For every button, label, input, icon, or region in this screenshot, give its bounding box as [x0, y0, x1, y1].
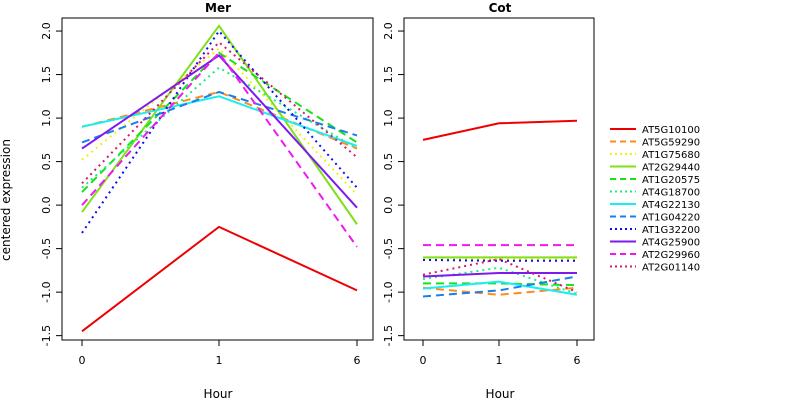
y-tick-label: 1.0	[40, 109, 53, 127]
x-tick-label: 1	[216, 354, 223, 367]
series-line-at5g10100	[422, 119, 578, 141]
series-line-at4g25900	[81, 54, 358, 209]
y-tick-label: 1.0	[382, 109, 395, 127]
legend-label: AT1G32200	[642, 225, 700, 236]
series-line-at1g20575	[81, 51, 358, 193]
series-line-at2g29960	[81, 51, 358, 248]
y-tick-label: -1.5	[40, 325, 53, 346]
x-tick-label: 1	[496, 354, 503, 367]
legend-label: AT5G10100	[642, 125, 700, 136]
legend-label: AT4G22130	[642, 200, 700, 211]
y-tick-label: 2.0	[382, 22, 395, 40]
series-line-at4g25900	[422, 271, 577, 278]
panel-title-cot: Cot	[489, 1, 512, 15]
y-tick-label: 1.5	[382, 66, 395, 84]
y-tick-label: 1.5	[40, 66, 53, 84]
y-tick-label: 0.5	[40, 153, 53, 171]
y-tick-label: -1.0	[382, 281, 395, 302]
legend-label: AT1G04220	[642, 213, 700, 224]
y-tick-label: -1.5	[382, 325, 395, 346]
x-tick-label: 0	[420, 354, 427, 367]
y-tick-label: 0.0	[40, 196, 53, 214]
legend-label: AT1G75680	[642, 150, 700, 161]
panel-title-mer: Mer	[205, 1, 231, 15]
plot-frame	[61, 17, 374, 341]
series-line-at1g04220	[81, 90, 358, 144]
series-line-at2g01140	[422, 258, 578, 294]
legend-label: AT2G29960	[642, 250, 700, 261]
y-tick-label: -1.0	[40, 281, 53, 302]
y-axis-label: centered expression	[0, 139, 13, 261]
y-tick-label: 0.5	[382, 153, 395, 171]
legend: AT5G10100AT5G59290AT1G75680AT2G29440AT1G…	[610, 125, 700, 274]
series-line-at1g20575	[423, 282, 578, 287]
x-axis-label-cot: Hour	[486, 387, 515, 400]
x-tick-label: 0	[79, 354, 86, 367]
y-tick-label: -0.5	[382, 238, 395, 259]
y-tick-label: 2.0	[40, 22, 53, 40]
legend-label: AT5G59290	[642, 138, 700, 149]
legend-label: AT1G20575	[642, 175, 700, 186]
plot-frame	[403, 17, 595, 341]
legend-label: AT2G01140	[642, 263, 700, 274]
series-line-at4g22130	[422, 280, 578, 296]
panel-mer: Mer Hour 2.0 1.5 1.0 0.5 0.0 -0.5 -1.0 -1.5 0 1 6	[40, 1, 374, 400]
y-tick-label: 0.0	[382, 196, 395, 214]
legend-label: AT4G18700	[642, 188, 700, 199]
series-line-at5g10100	[81, 225, 358, 333]
x-axis-label-mer: Hour	[204, 387, 233, 400]
panel-cot: Cot Hour 2.0 1.5 1.0 0.5 0.0 -0.5 -1.0 -1.5 0 1 6	[382, 1, 595, 400]
series-line-at1g32200	[422, 258, 577, 262]
x-tick-label: 6	[354, 354, 361, 367]
legend-label: AT2G29440	[642, 163, 700, 174]
legend-label: AT4G25900	[642, 238, 700, 249]
y-tick-label: -0.5	[40, 238, 53, 259]
series-line-at4g18700	[81, 66, 358, 189]
x-tick-label: 6	[574, 354, 581, 367]
